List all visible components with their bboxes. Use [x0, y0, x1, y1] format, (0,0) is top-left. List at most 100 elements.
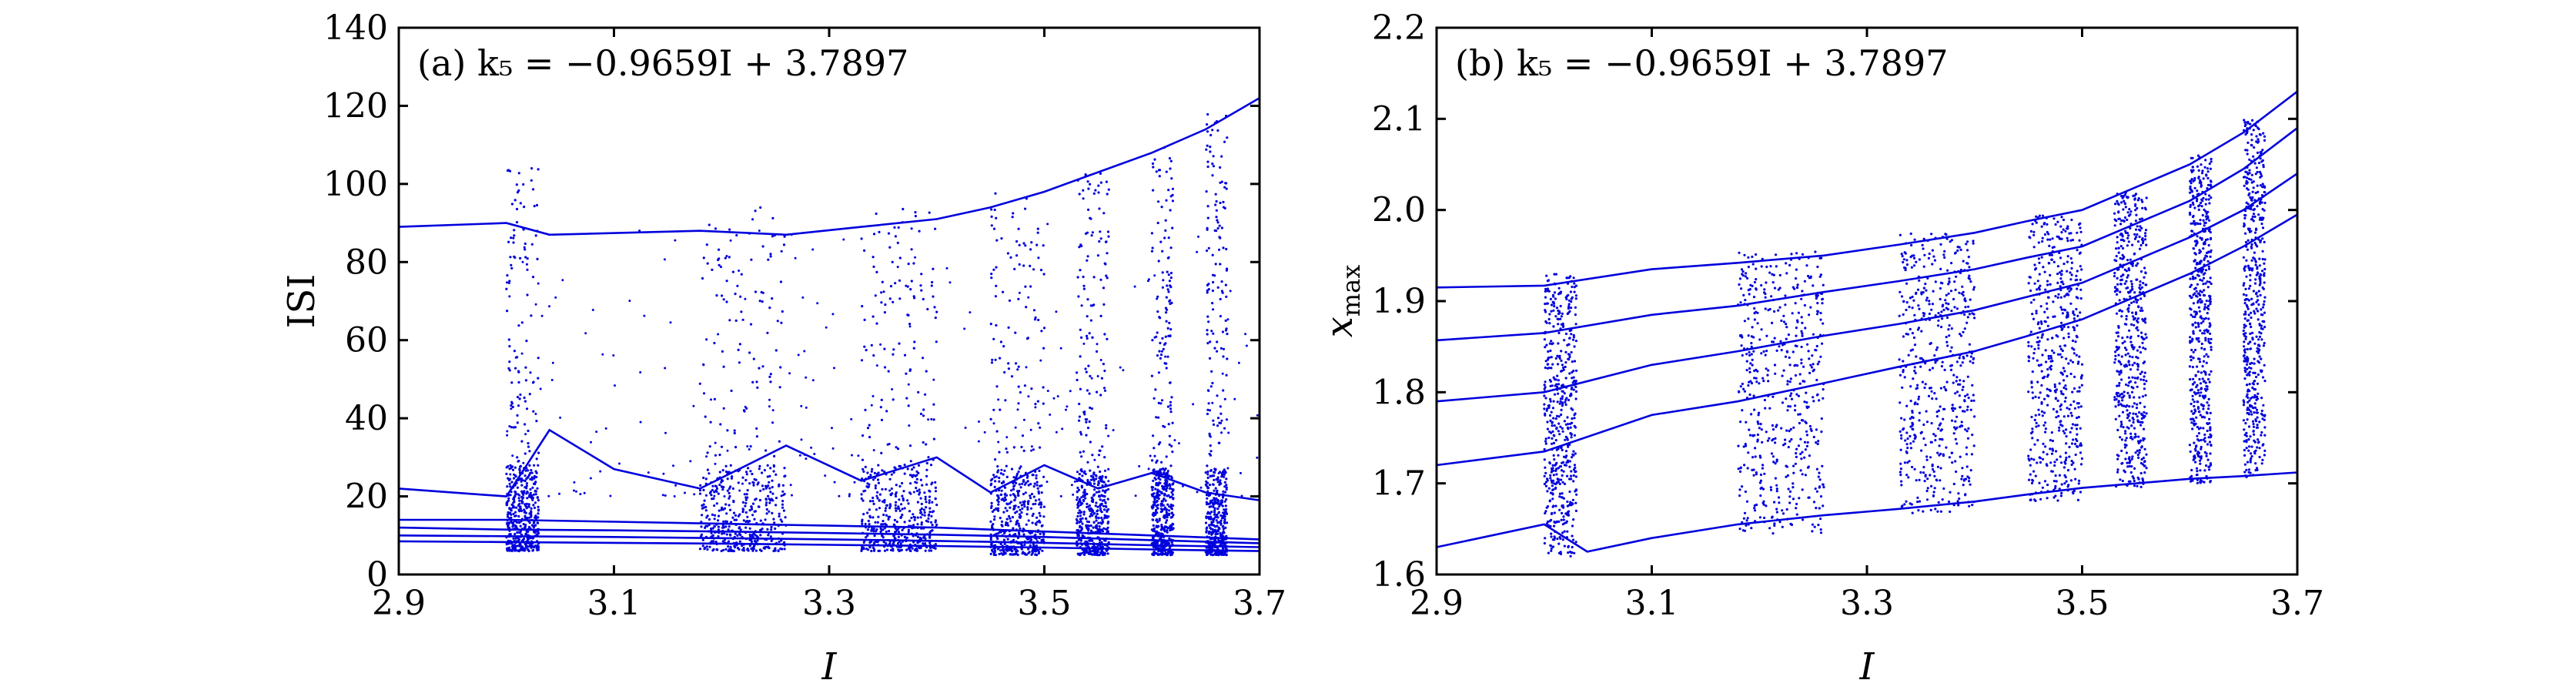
chaos-dot [1077, 295, 1080, 298]
chaos-dot [514, 426, 517, 429]
chaos-dot [1543, 458, 1546, 461]
chaos-dot [1755, 267, 1758, 270]
chaos-dot [506, 513, 510, 517]
chaos-dot [770, 525, 773, 529]
chaos-dot [774, 497, 778, 500]
chaos-dot [713, 524, 716, 528]
chaos-dot [1106, 276, 1109, 280]
chaos-dot [1742, 293, 1745, 296]
chaos-dot [704, 494, 708, 497]
chaos-dot [883, 470, 886, 474]
chaos-dot [1567, 445, 1570, 448]
chaos-dot [1565, 397, 1568, 400]
chaos-dot [1544, 537, 1547, 540]
chaos-dot [708, 491, 712, 494]
chaos-dot [876, 497, 879, 500]
chaos-dot [894, 539, 897, 542]
chaos-dot [1156, 331, 1159, 334]
chaos-dot [1079, 387, 1082, 390]
chaos-dot [1107, 434, 1110, 437]
chaos-dot [1104, 483, 1107, 487]
chaos-dot [705, 455, 708, 458]
chaos-dot [1566, 426, 1570, 430]
chaos-dot [1004, 492, 1007, 495]
chaos-dot [755, 427, 758, 430]
chaos-dot [919, 508, 922, 512]
chaos-dot [1800, 330, 1803, 333]
chaos-dot [848, 493, 851, 496]
chaos-dot [1765, 334, 1768, 337]
chaos-dot [1566, 511, 1569, 514]
chaos-dot [518, 499, 521, 502]
chaos-dot [518, 541, 521, 544]
chaos-dot [1552, 488, 1555, 491]
chaos-dot [1574, 541, 1577, 544]
chaos-dot [900, 534, 903, 537]
chaos-dot [722, 520, 725, 523]
chaos-dot [736, 534, 739, 538]
chaos-dot [716, 477, 719, 480]
chaos-dot [1087, 521, 1091, 524]
chaos-dot [512, 477, 516, 480]
chaos-dot [1557, 355, 1561, 358]
chaos-dot [525, 530, 528, 533]
chaos-dot [1569, 551, 1572, 554]
chaos-dot [724, 470, 728, 474]
chaos-dot [733, 431, 736, 435]
chaos-dot [1544, 360, 1547, 363]
chaos-dot [1006, 538, 1009, 541]
chaos-dot [1771, 428, 1775, 431]
chaos-dot [1216, 129, 1219, 132]
chaos-dot [861, 305, 864, 308]
chaos-dot [995, 239, 999, 242]
chaos-dot [1082, 197, 1085, 200]
chaos-dot [1040, 503, 1043, 506]
chaos-dot [768, 501, 771, 504]
chaos-dot [1561, 404, 1564, 407]
chaos-dot [1156, 221, 1159, 225]
chaos-dot [994, 480, 997, 483]
chaos-dot [831, 427, 833, 430]
chaos-dot [1163, 472, 1166, 476]
chaos-dot [1099, 521, 1102, 524]
chaos-dot [1104, 539, 1107, 542]
chaos-dot [1097, 191, 1100, 194]
chaos-dot [1091, 553, 1094, 556]
chaos-dot [506, 518, 509, 522]
chaos-dot [1818, 507, 1821, 510]
chaos-dot [902, 490, 905, 493]
chaos-dot [932, 267, 935, 270]
chaos-dot [931, 511, 934, 514]
chaos-dot [714, 541, 718, 544]
chaos-dot [1092, 471, 1096, 474]
chaos-dot [1039, 514, 1042, 518]
chaos-dot [883, 527, 886, 530]
chaos-dot [1209, 484, 1212, 487]
chaos-dot [510, 491, 513, 494]
chaos-dot [1759, 423, 1762, 426]
chaos-dot [1764, 307, 1767, 310]
chaos-dot [1570, 297, 1573, 300]
chaos-dot [1218, 421, 1221, 424]
chaos-dot [885, 530, 888, 534]
chaos-dot [759, 530, 762, 533]
chaos-dot [738, 468, 741, 471]
chaos-dot [737, 481, 740, 484]
chaos-dot [1564, 435, 1567, 438]
chaos-dot [1001, 534, 1004, 537]
chaos-dot [505, 472, 508, 476]
chaos-dot [1206, 342, 1209, 345]
chaos-dot [914, 256, 917, 259]
chaos-dot [1570, 436, 1573, 439]
chaos-dot [711, 268, 714, 271]
chaos-dot [774, 349, 778, 352]
chaos-dot [1157, 200, 1160, 203]
chaos-dot [1010, 467, 1014, 471]
chaos-dot [533, 464, 536, 467]
chaos-dot [1102, 286, 1106, 290]
chaos-dot [1153, 551, 1156, 554]
chaos-dot [1153, 397, 1156, 400]
chaos-dot [514, 547, 517, 550]
chaos-dot [1567, 299, 1571, 302]
chaos-dot [1808, 424, 1812, 428]
